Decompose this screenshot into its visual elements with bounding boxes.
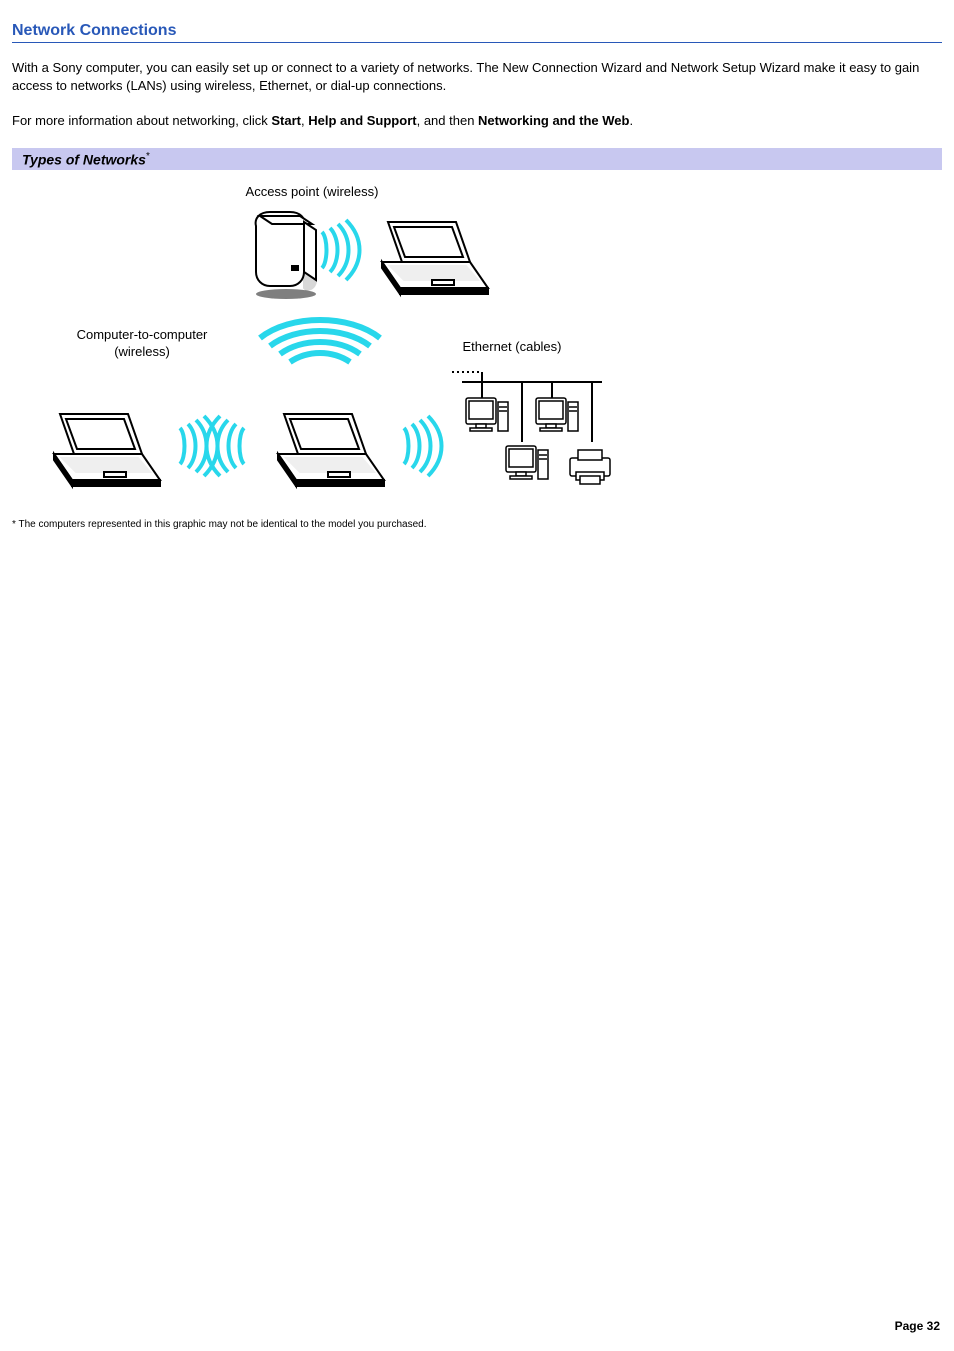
wifi-waves-top-icon [260, 320, 380, 362]
diagram-footnote: * The computers represented in this grap… [12, 519, 942, 530]
intro-paragraph: With a Sony computer, you can easily set… [12, 59, 942, 94]
banner-label: Types of Networks [22, 151, 146, 167]
label-access-point: Access point (wireless) [246, 184, 379, 199]
page-number: Page 32 [895, 1319, 940, 1333]
laptop-icon [382, 222, 488, 294]
section-banner: Types of Networks* [12, 148, 942, 171]
access-point-icon [256, 212, 316, 299]
more-info-paragraph: For more information about networking, c… [12, 112, 942, 130]
wifi-waves-icon [207, 416, 245, 476]
label-ethernet: Ethernet (cables) [463, 339, 562, 354]
wifi-waves-ap-icon [322, 220, 360, 280]
label-c2c-line1: Computer-to-computer [77, 327, 208, 342]
text-run: , and then [417, 113, 478, 128]
label-c2c-line2: (wireless) [114, 344, 170, 359]
page-title: Network Connections [12, 22, 942, 43]
bold-networking: Networking and the Web [478, 113, 629, 128]
laptop-icon [278, 414, 384, 486]
banner-marker: * [146, 151, 150, 162]
diagram-svg: Access point (wireless) Computer-to-comp… [12, 176, 622, 506]
bold-help: Help and Support [308, 113, 416, 128]
laptop-icon [54, 414, 160, 486]
ethernet-network-icon [452, 372, 610, 484]
wifi-waves-icon [404, 416, 442, 476]
bold-start: Start [271, 113, 301, 128]
text-run: For more information about networking, c… [12, 113, 271, 128]
network-types-diagram: Access point (wireless) Computer-to-comp… [12, 176, 622, 509]
text-run: . [629, 113, 633, 128]
